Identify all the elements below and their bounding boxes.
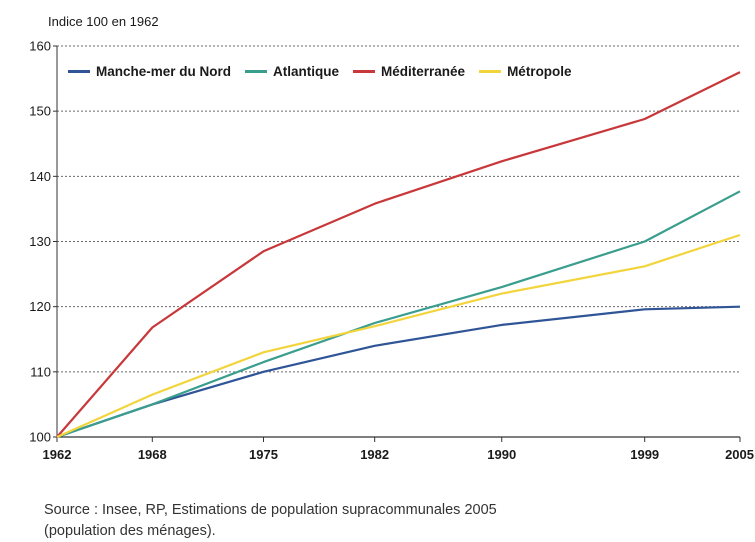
series-line-m-tropole (56, 233, 741, 439)
series-line-m-diterran-e (56, 71, 741, 438)
y-tick-label: 120 (29, 299, 51, 314)
x-tick-label: 1999 (630, 447, 659, 462)
y-tick-label: 100 (29, 430, 51, 445)
line-chart: 100 110 120 130 140 150 160 1962 1968 1975 1982 199… (29, 39, 754, 463)
y-tick-label: 130 (29, 234, 51, 249)
legend-item: Manche-mer du Nord (68, 64, 231, 79)
x-tick-label: 1968 (138, 447, 167, 462)
source-line-2: (population des ménages). (44, 523, 216, 539)
legend-item: Métropole (479, 64, 572, 79)
series-line-atlantique (56, 190, 741, 439)
x-tick-label: 1975 (249, 447, 278, 462)
source-note: Source : Insee, RP, Estimations de popul… (44, 500, 694, 542)
legend-label: Manche-mer du Nord (96, 64, 232, 79)
axes (53, 45, 741, 442)
x-tick-label: 2005 (725, 447, 754, 462)
legend-swatch (353, 70, 376, 73)
legend-item: Méditerranée (353, 64, 465, 79)
y-tick-label: 110 (30, 364, 51, 379)
legend-swatch (245, 70, 268, 73)
y-tick-label: 150 (29, 104, 51, 119)
series-lines (56, 71, 741, 439)
legend-swatch (68, 70, 90, 73)
legend-item: Atlantique (245, 64, 339, 79)
x-tick-label: 1962 (43, 447, 72, 462)
y-tick-label: 160 (29, 39, 51, 54)
legend-swatch (479, 70, 502, 73)
y-tick-label: 140 (29, 169, 51, 184)
tick-labels: 100 110 120 130 140 150 160 1962 1968 1975 1982 199… (29, 39, 754, 463)
legend-label: Méditerranée (381, 64, 466, 79)
legend: Manche-mer du Nord Atlantique Méditerranée… (68, 64, 572, 79)
source-line-1: Source : Insee, RP, Estimations de popul… (44, 502, 497, 518)
legend-label: Atlantique (273, 64, 340, 79)
y-axis-unit-label: Indice 100 en 1962 (48, 14, 159, 29)
grid-lines (57, 45, 740, 373)
legend-label: Métropole (507, 64, 572, 79)
x-tick-label: 1982 (360, 447, 389, 462)
x-tick-label: 1990 (487, 447, 516, 462)
